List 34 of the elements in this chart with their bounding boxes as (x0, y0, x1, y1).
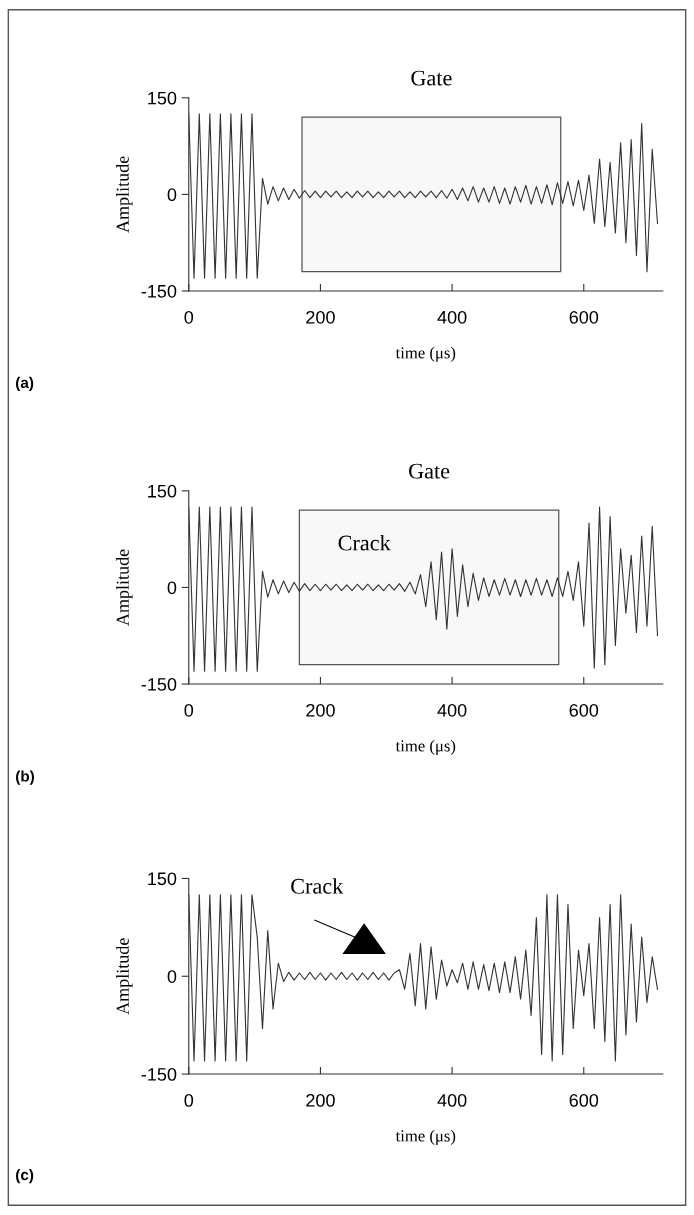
y-axis-title: Amplitude (116, 156, 133, 233)
band-label: Gate (409, 463, 450, 479)
x-tick-label: 400 (437, 703, 467, 717)
x-tick-label: 200 (306, 310, 335, 324)
text: (c) (16, 1169, 34, 1184)
annotation: Crack (291, 878, 344, 894)
x-axis-title: time (μs) (395, 1129, 456, 1145)
text: (a) (16, 376, 34, 392)
x-tick-label: 0 (184, 310, 194, 324)
x-tick-label: 600 (569, 310, 599, 324)
x-tick-label: 0 (184, 1093, 194, 1107)
y-axis-title: Amplitude (116, 938, 133, 1015)
x-tick-label: 600 (569, 1093, 599, 1107)
y-tick-label: -150 (141, 284, 177, 298)
y-tick-label: -150 (141, 677, 177, 691)
y-axis-title: Amplitude (116, 549, 133, 626)
x-tick-label: 200 (306, 703, 335, 717)
x-tick-label: 400 (437, 310, 467, 324)
y-tick-label: -150 (141, 1067, 177, 1081)
y-tick-label: 150 (148, 91, 177, 105)
x-tick-label: 200 (306, 1093, 335, 1107)
x-axis-title: time (μs) (395, 346, 456, 362)
y-tick-label: 0 (167, 188, 177, 202)
y-tick-label: 0 (167, 970, 177, 983)
y-tick-label: 150 (148, 484, 177, 498)
x-tick-label: 600 (569, 703, 599, 717)
x-tick-label: 0 (184, 703, 194, 717)
text: (b) (16, 770, 35, 785)
y-tick-label: 0 (167, 581, 177, 595)
annotation: Crack (338, 534, 391, 551)
y-tick-label: 150 (148, 872, 177, 886)
x-tick-label: 400 (437, 1093, 467, 1107)
x-axis-title: time (μs) (395, 739, 456, 755)
band-label: Gate (411, 70, 452, 86)
